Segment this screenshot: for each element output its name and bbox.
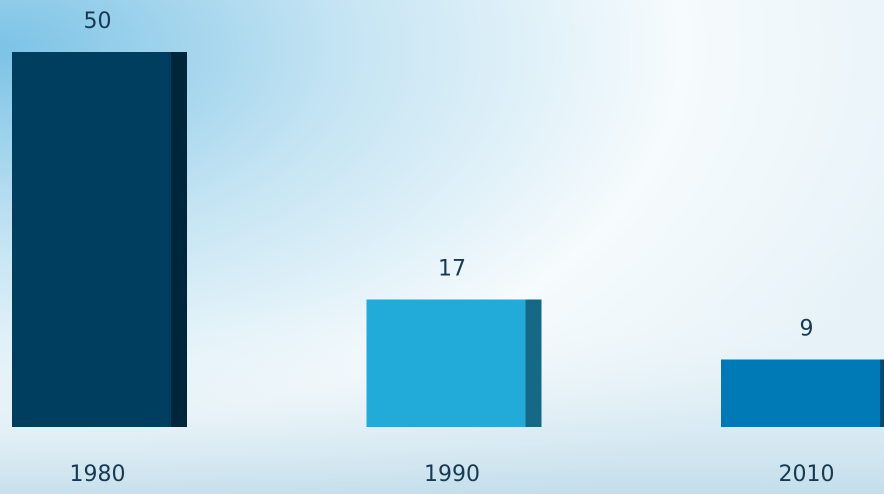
bar <box>12 52 187 427</box>
value-label: 9 <box>800 317 814 342</box>
bar <box>366 299 542 427</box>
bar-side <box>171 52 187 427</box>
bar <box>721 359 884 427</box>
bar-side <box>525 299 542 427</box>
category-label: 2010 <box>779 462 835 487</box>
bar-side <box>880 359 884 427</box>
category-label: 1990 <box>424 462 480 487</box>
value-label: 17 <box>438 257 466 282</box>
value-label: 50 <box>84 9 112 34</box>
category-label: 1980 <box>70 462 126 487</box>
